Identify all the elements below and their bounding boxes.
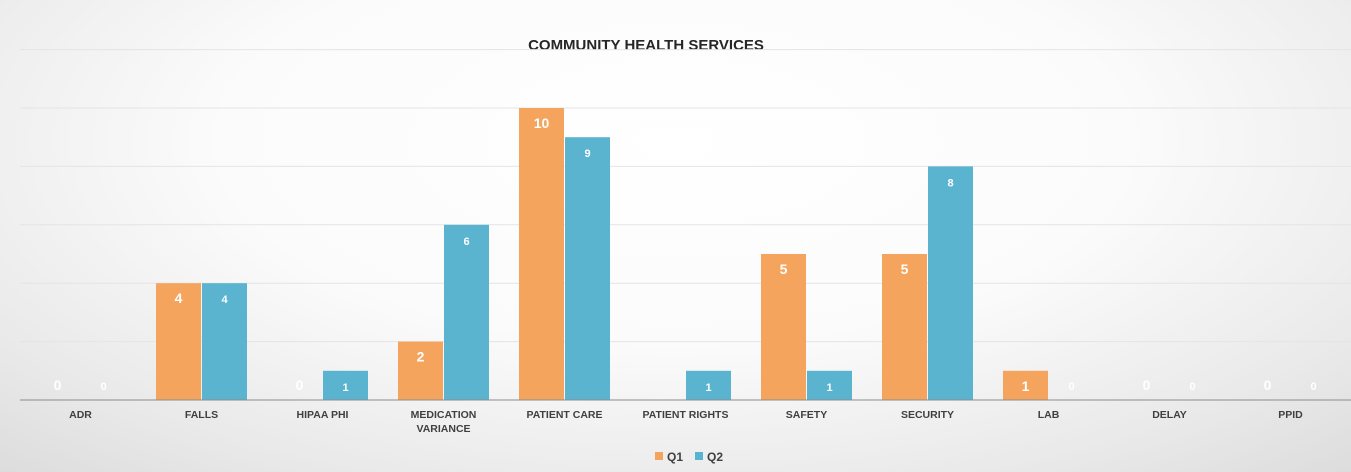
data-label-q1: 0 (1264, 377, 1272, 393)
bar-q2 (686, 370, 731, 400)
x-tick-label: DELAY (1152, 409, 1187, 421)
x-tick-label: ADR (69, 409, 92, 421)
data-label-q2: 0 (1310, 381, 1316, 393)
bar-q2 (928, 166, 973, 400)
data-label-q2: 0 (100, 381, 106, 393)
data-label-q1: 0 (1143, 377, 1151, 393)
data-label-q1: 4 (175, 290, 183, 306)
bar-q1 (882, 254, 927, 400)
legend: Q1 Q2 (655, 450, 723, 464)
data-label-q2: 1 (705, 382, 711, 394)
chart-title: COMMUNITY HEALTH SERVICES (528, 37, 764, 54)
legend-swatch-q2 (695, 452, 703, 460)
data-label-q2: 1 (342, 382, 348, 394)
data-label-q2: 4 (221, 294, 228, 306)
bar-q2 (807, 370, 852, 400)
bar-q2 (565, 137, 610, 400)
data-label-q2: 8 (947, 177, 953, 189)
bar-q2 (444, 224, 489, 400)
data-label-q1: 0 (54, 377, 62, 393)
x-tick-label: FALLS (185, 409, 218, 421)
bar-q1 (156, 283, 201, 400)
legend-label-q1: Q1 (667, 450, 683, 464)
x-tick-label: SECURITY (901, 409, 954, 421)
bar-q1 (761, 254, 806, 400)
data-label-q2: 6 (463, 236, 469, 248)
x-tick-label: LAB (1038, 409, 1060, 421)
data-label-q2: 0 (1189, 381, 1195, 393)
data-label-q2: 9 (584, 148, 590, 160)
x-tick-label: MEDICATION VARIANCE (411, 409, 477, 435)
bars (156, 108, 1048, 400)
bar-q1 (1003, 370, 1048, 400)
data-label-q2: 0 (1068, 381, 1074, 393)
legend-swatch-q1 (655, 452, 663, 460)
data-label-q1: 2 (417, 349, 425, 365)
data-label-q2: 1 (826, 382, 832, 394)
x-tick-label: PATIENT CARE (526, 409, 602, 421)
data-label-q1: 10 (534, 115, 550, 131)
bar-q2 (323, 370, 368, 400)
x-axis-tick-labels: ADR FALLS HIPAA PHI MEDICATION VARIANCE PATIE… (69, 409, 1303, 435)
bar-q1 (519, 108, 564, 400)
legend-label-q2: Q2 (707, 450, 723, 464)
x-tick-label: PATIENT RIGHTS (643, 409, 729, 421)
data-label-q1: 1 (1022, 378, 1030, 394)
data-label-q1: 0 (296, 377, 304, 393)
bar-q1 (398, 341, 443, 400)
data-label-q1: 5 (901, 261, 909, 277)
x-tick-label: PPID (1278, 409, 1303, 421)
bar-q2 (202, 283, 247, 400)
x-tick-label: HIPAA PHI (297, 409, 349, 421)
x-tick-label: SAFETY (786, 409, 827, 421)
data-label-q1: 5 (780, 261, 788, 277)
